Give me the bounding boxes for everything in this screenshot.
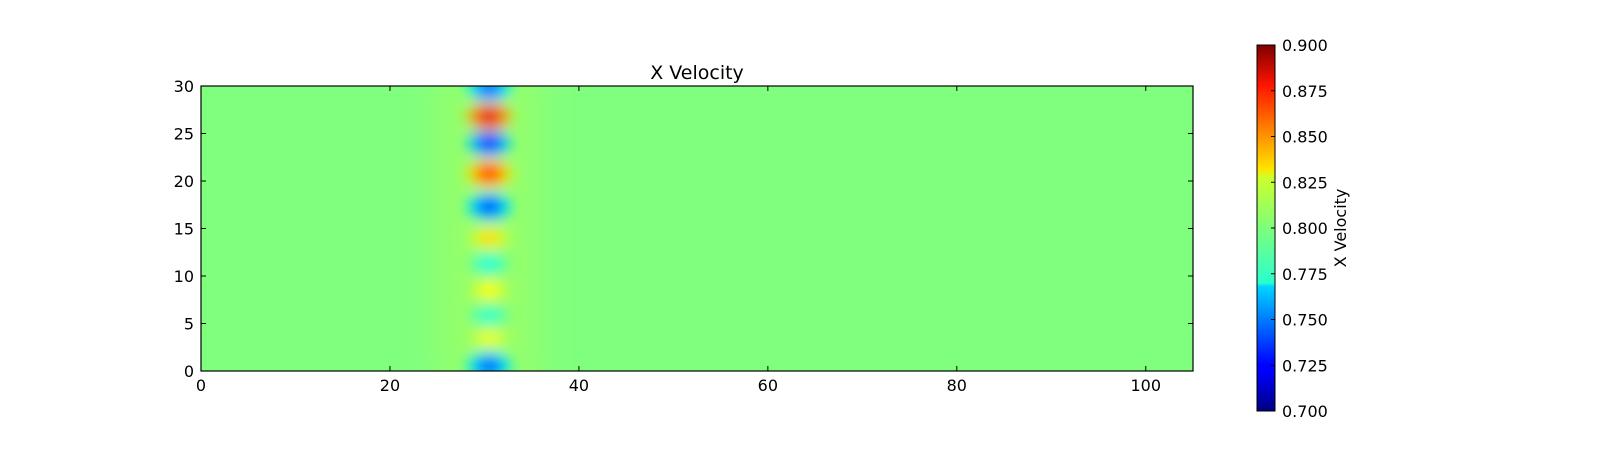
colorbar-tick-label: 0.750 bbox=[1282, 311, 1328, 330]
colorbar: 0.700 0.725 0.750 0.775 0.800 0.825 0.850 0.875… bbox=[1256, 36, 1350, 421]
field-blob bbox=[478, 230, 501, 246]
x-tick-label: 20 bbox=[380, 376, 400, 395]
x-axis: 0 20 40 60 80 100 bbox=[196, 86, 1161, 395]
chart-title: X Velocity bbox=[650, 62, 744, 84]
x-tick-label: 40 bbox=[569, 376, 589, 395]
y-tick-label: 25 bbox=[174, 125, 194, 144]
y-tick-label: 10 bbox=[174, 267, 194, 286]
field-blob bbox=[475, 133, 504, 153]
field-blob bbox=[478, 307, 501, 324]
colorbar-tick-label: 0.825 bbox=[1282, 173, 1328, 192]
y-tick-label: 20 bbox=[174, 172, 194, 191]
x-tick-label: 60 bbox=[758, 376, 778, 395]
field-blob bbox=[478, 282, 501, 299]
colorbar-tick-label: 0.850 bbox=[1282, 128, 1328, 147]
field-blob bbox=[475, 106, 504, 127]
colorbar-tick-label: 0.725 bbox=[1282, 356, 1328, 375]
x-tick-label: 100 bbox=[1130, 376, 1161, 395]
colorbar-tick-label: 0.800 bbox=[1282, 219, 1328, 238]
field-blob bbox=[475, 356, 504, 371]
field-blob bbox=[478, 255, 501, 272]
x-tick-label: 0 bbox=[196, 376, 206, 395]
field-blob bbox=[475, 163, 504, 184]
y-tick-label: 0 bbox=[184, 362, 194, 381]
colorbar-tick-label: 0.775 bbox=[1282, 265, 1328, 284]
colorbar-tick-label: 0.700 bbox=[1282, 402, 1328, 421]
field-blob bbox=[475, 86, 504, 98]
x-tick-label: 80 bbox=[947, 376, 967, 395]
heatmap-background bbox=[201, 86, 1193, 371]
y-axis: 0 5 10 15 20 25 30 bbox=[174, 77, 1193, 381]
y-tick-label: 15 bbox=[174, 220, 194, 239]
y-tick-label: 30 bbox=[174, 77, 194, 96]
colorbar-tick-label: 0.875 bbox=[1282, 82, 1328, 101]
field-blob bbox=[475, 196, 504, 217]
field-blob bbox=[478, 329, 501, 346]
plot-area bbox=[200, 85, 1194, 372]
y-tick-label: 5 bbox=[184, 315, 194, 334]
colorbar-label: X Velocity bbox=[1331, 189, 1350, 268]
colorbar-tick-label: 0.900 bbox=[1282, 36, 1328, 55]
